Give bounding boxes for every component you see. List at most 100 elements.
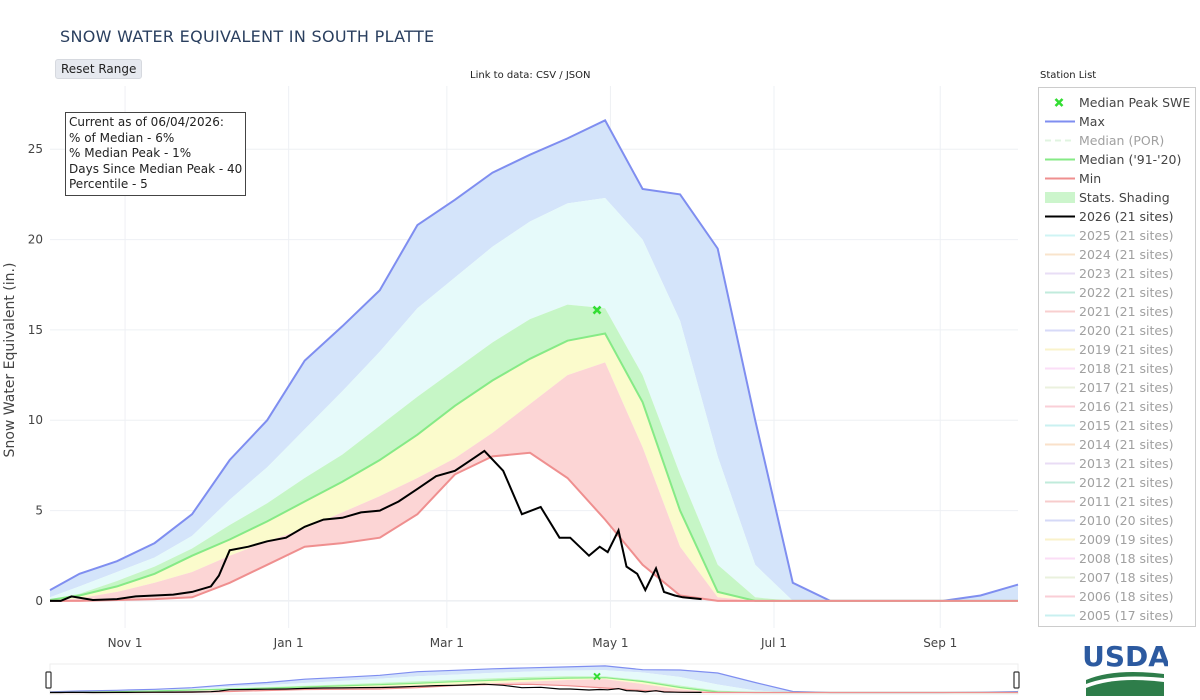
x-tick-label: Jul 1 — [760, 636, 787, 650]
legend-item[interactable]: 2014 (21 sites) — [1039, 435, 1195, 454]
legend-swatch — [1045, 557, 1075, 560]
range-slider-right-handle[interactable] — [1013, 671, 1020, 689]
legend-label: Stats. Shading — [1079, 190, 1170, 205]
legend-swatch — [1045, 367, 1075, 370]
legend-label: 2023 (21 sites) — [1079, 266, 1174, 281]
legend: Median Peak SWE Max Median (POR) Median ('9… — [1038, 87, 1196, 627]
legend-item[interactable]: 2022 (21 sites) — [1039, 283, 1195, 302]
range-slider-peak-marker — [593, 672, 601, 681]
y-tick-label: 0 — [35, 594, 43, 608]
legend-item[interactable]: 2025 (21 sites) — [1039, 226, 1195, 245]
current-year-line — [50, 449, 702, 602]
legend-swatch — [1045, 329, 1075, 332]
chart-lines — [49, 118, 1019, 602]
legend-item[interactable]: 2012 (21 sites) — [1039, 473, 1195, 492]
info-line: Current as of 06/04/2026: — [69, 115, 224, 129]
legend-item[interactable]: Stats. Shading — [1039, 188, 1195, 207]
legend-item[interactable]: 2006 (18 sites) — [1039, 587, 1195, 606]
legend-item[interactable]: 2021 (21 sites) — [1039, 302, 1195, 321]
legend-item[interactable]: 2018 (21 sites) — [1039, 359, 1195, 378]
legend-item[interactable]: 2019 (21 sites) — [1039, 340, 1195, 359]
x-tick-label: Nov 1 — [108, 636, 143, 650]
legend-item[interactable]: Median Peak SWE — [1039, 93, 1195, 112]
legend-item[interactable]: 2024 (21 sites) — [1039, 245, 1195, 264]
legend-label: 2005 (17 sites) — [1079, 608, 1174, 623]
usda-logo-text: USDA — [1084, 640, 1168, 673]
chart-title: SNOW WATER EQUIVALENT IN SOUTH PLATTE — [60, 27, 435, 46]
legend-swatch — [1045, 120, 1075, 123]
legend-swatch — [1045, 192, 1075, 203]
legend-item[interactable]: 2026 (21 sites) — [1039, 207, 1195, 226]
legend-swatch — [1045, 348, 1075, 351]
reset-range-button[interactable]: Reset Range — [55, 59, 143, 79]
legend-label: 2020 (21 sites) — [1079, 323, 1174, 338]
y-tick-label: 5 — [35, 504, 43, 518]
min-line — [50, 451, 1018, 602]
legend-item[interactable]: 2011 (21 sites) — [1039, 492, 1195, 511]
legend-item[interactable]: 2013 (21 sites) — [1039, 454, 1195, 473]
legend-swatch — [1045, 614, 1075, 617]
legend-item[interactable]: Median ('91-'20) — [1039, 150, 1195, 169]
legend-label: 2016 (21 sites) — [1079, 399, 1174, 414]
legend-item[interactable]: 2007 (18 sites) — [1039, 568, 1195, 587]
range-slider-current-line — [50, 683, 702, 694]
legend-item[interactable]: Max — [1039, 112, 1195, 131]
range-slider-band-p90-p70 — [50, 670, 1018, 693]
legend-label: 2026 (21 sites) — [1079, 209, 1174, 224]
range-slider-band-median-p30 — [50, 677, 1018, 693]
legend-label: 2011 (21 sites) — [1079, 494, 1174, 509]
legend-item[interactable]: 2023 (21 sites) — [1039, 264, 1195, 283]
stats-shading — [50, 120, 1018, 601]
legend-swatch — [1045, 462, 1075, 465]
legend-swatch — [1045, 500, 1075, 503]
legend-swatch — [1045, 519, 1075, 522]
legend-swatch — [1045, 595, 1075, 598]
csv-link[interactable]: CSV — [535, 70, 557, 81]
y-tick-label: 10 — [28, 413, 43, 427]
station-list-link[interactable]: Station List — [1040, 70, 1097, 81]
legend-label: 2009 (19 sites) — [1079, 532, 1174, 547]
y-tick-label: 20 — [28, 233, 43, 247]
range-slider-left-handle[interactable] — [45, 671, 52, 689]
legend-item[interactable]: 2010 (20 sites) — [1039, 511, 1195, 530]
range-slider[interactable] — [45, 663, 1020, 695]
legend-swatch — [1045, 291, 1075, 294]
legend-label: Median ('91-'20) — [1079, 152, 1182, 167]
data-link-separator: / — [556, 70, 566, 81]
legend-label: 2008 (18 sites) — [1079, 551, 1174, 566]
legend-swatch — [1045, 481, 1075, 484]
legend-swatch — [1045, 158, 1075, 161]
json-link[interactable]: JSON — [565, 70, 591, 81]
legend-label: 2007 (18 sites) — [1079, 570, 1174, 585]
legend-item[interactable]: 2020 (21 sites) — [1039, 321, 1195, 340]
legend-label: 2015 (21 sites) — [1079, 418, 1174, 433]
legend-swatch — [1045, 253, 1075, 256]
legend-swatch — [1045, 272, 1075, 275]
info-line: % Median Peak - 1% — [69, 146, 192, 161]
legend-item[interactable]: 2005 (17 sites) — [1039, 606, 1195, 625]
legend-item[interactable]: 2008 (18 sites) — [1039, 549, 1195, 568]
legend-label: 2025 (21 sites) — [1079, 228, 1174, 243]
x-tick-label: Mar 1 — [430, 636, 464, 650]
legend-swatch — [1045, 538, 1075, 541]
band-median-p30 — [50, 333, 1018, 601]
legend-label: 2024 (21 sites) — [1079, 247, 1174, 262]
data-link: Link to data: CSV / JSON — [470, 70, 591, 81]
band-p30-min — [50, 362, 1018, 601]
legend-item[interactable]: Min — [1039, 169, 1195, 188]
legend-item[interactable]: 2015 (21 sites) — [1039, 416, 1195, 435]
legend-item[interactable]: 2017 (21 sites) — [1039, 378, 1195, 397]
legend-item[interactable]: Median (POR) — [1039, 131, 1195, 150]
legend-swatch — [1045, 139, 1075, 142]
y-axis-label: Snow Water Equivalent (in.) — [2, 262, 18, 458]
legend-label: Median Peak SWE — [1079, 95, 1191, 110]
legend-swatch — [1045, 234, 1075, 237]
legend-item[interactable]: 2016 (21 sites) — [1039, 397, 1195, 416]
info-line: Percentile - 5 — [69, 177, 148, 192]
usda-logo: USDA — [1084, 640, 1168, 696]
legend-label: 2017 (21 sites) — [1079, 380, 1174, 395]
legend-label: Min — [1079, 171, 1102, 186]
legend-item[interactable]: 2009 (19 sites) — [1039, 530, 1195, 549]
